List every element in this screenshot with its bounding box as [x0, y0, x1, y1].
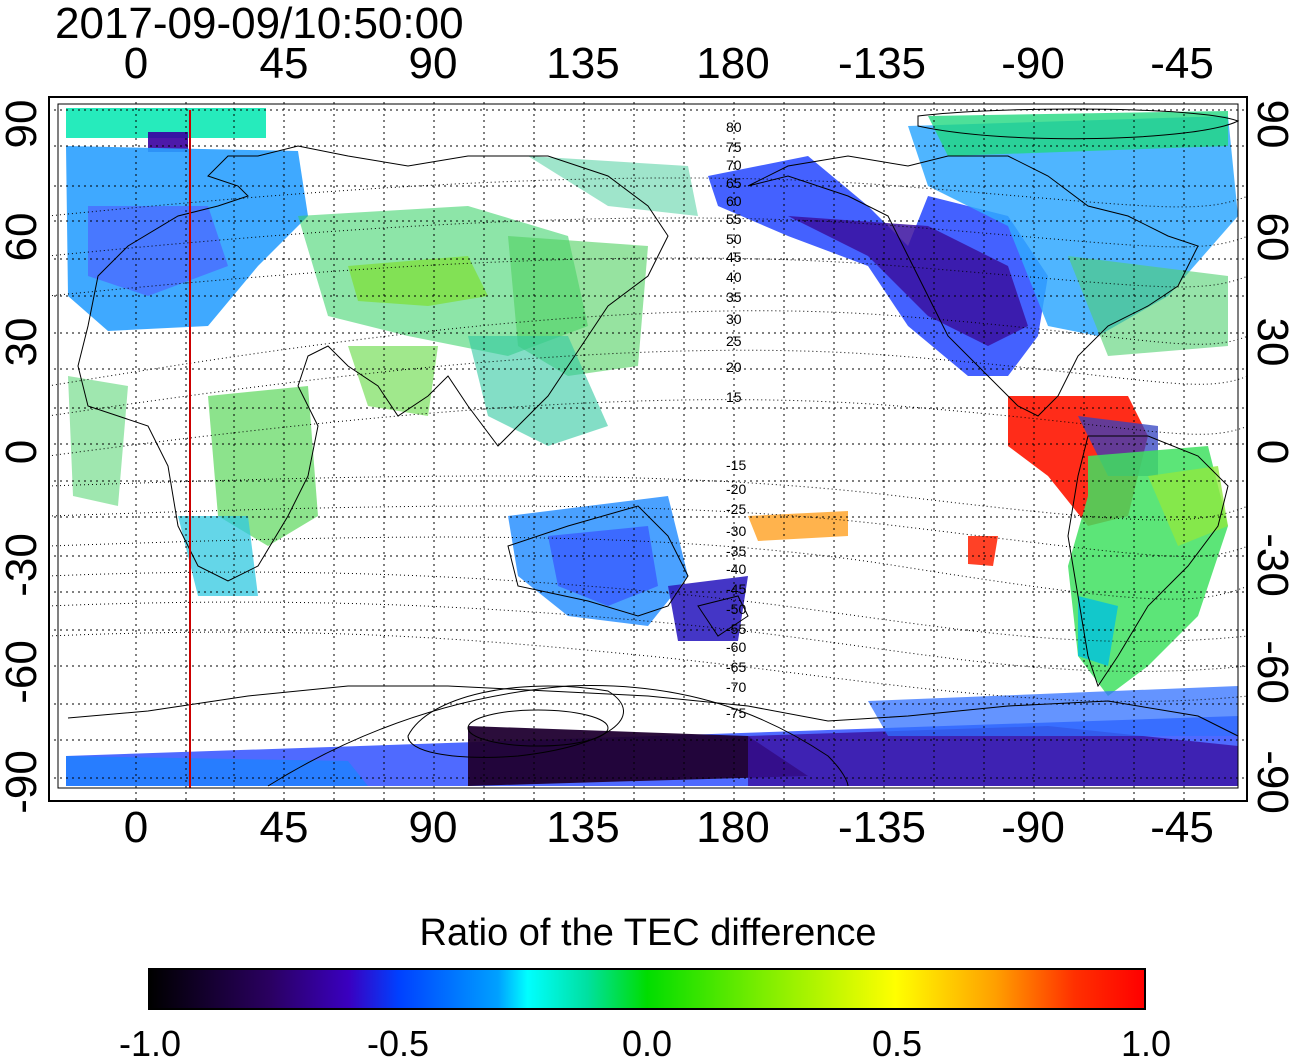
grid-lines [48, 96, 1248, 802]
magnetic-contours [48, 177, 1248, 702]
contour-label: -75 [726, 705, 746, 721]
right-lat-tick: -90 [1248, 750, 1296, 814]
contour-label: 70 [726, 157, 742, 173]
top-lon-tick: -45 [1150, 39, 1214, 88]
contour-label: 65 [726, 175, 742, 191]
contour-labels: 80 75 70 65 60 55 50 45 40 35 30 25 20 1… [726, 119, 746, 721]
right-lat-tick: -30 [1248, 533, 1296, 597]
right-lat-tick: 30 [1248, 317, 1296, 367]
top-lon-tick: -135 [837, 39, 927, 88]
map-frame [48, 96, 1248, 802]
bottom-lon-tick: -90 [1001, 803, 1065, 852]
contour-label: 20 [726, 359, 742, 375]
timestamp-title: 2017-09-09/10:50:00 [55, 0, 464, 48]
left-lat-tick: 90 [0, 99, 46, 149]
left-lat-tick: -90 [0, 750, 46, 814]
colorbar-tick: 0.5 [871, 1023, 923, 1064]
tec-world-map: 80 75 70 65 60 55 50 45 40 35 30 25 20 1… [48, 96, 1248, 802]
contour-label: 80 [726, 119, 742, 135]
top-lon-tick: 180 [696, 39, 770, 88]
contour-label: 35 [726, 289, 742, 305]
top-lon-tick: 135 [546, 39, 620, 88]
contour-label: -25 [726, 501, 746, 517]
contour-label: -60 [726, 639, 746, 655]
right-lat-tick: 90 [1248, 99, 1296, 149]
tec-ratio-patches [66, 108, 1238, 786]
contour-label: 45 [726, 249, 742, 265]
map-inner-frame [57, 103, 1239, 789]
contour-label: 30 [726, 311, 742, 327]
bottom-lon-tick: 45 [259, 803, 309, 852]
contour-label: -40 [726, 561, 746, 577]
contour-label: -20 [726, 481, 746, 497]
right-lat-tick: 60 [1248, 212, 1296, 262]
contour-label: 60 [726, 193, 742, 209]
colorbar-tick: -1.0 [118, 1023, 182, 1064]
contour-label: -35 [726, 543, 746, 559]
contour-label: 50 [726, 231, 742, 247]
contour-label: 75 [726, 139, 742, 155]
left-lat-tick: 0 [0, 439, 46, 465]
contour-label: -30 [726, 523, 746, 539]
left-lat-tick: -60 [0, 640, 46, 704]
contour-label: -70 [726, 679, 746, 695]
contour-label: -50 [726, 601, 746, 617]
contour-label: -45 [726, 581, 746, 597]
top-lon-tick: 90 [408, 39, 458, 88]
contour-label: -15 [726, 457, 746, 473]
contour-label: -65 [726, 659, 746, 675]
left-lat-tick: 30 [0, 317, 46, 367]
colorbar-tick: 1.0 [1120, 1023, 1172, 1064]
right-lat-tick: -60 [1248, 640, 1296, 704]
bottom-lon-tick: 135 [546, 803, 620, 852]
bottom-lon-tick: 0 [123, 803, 149, 852]
bottom-lon-tick: -45 [1150, 803, 1214, 852]
bottom-lon-tick: 90 [408, 803, 458, 852]
colorbar-tick: 0.0 [621, 1023, 673, 1064]
left-lat-tick: 60 [0, 212, 46, 262]
colorbar [148, 968, 1146, 1010]
top-lon-tick: -90 [1001, 39, 1065, 88]
right-lat-tick: 0 [1248, 439, 1296, 465]
contour-label: -55 [726, 621, 746, 637]
bottom-lon-tick: 180 [696, 803, 770, 852]
bottom-lon-tick: -135 [837, 803, 927, 852]
left-lat-tick: -30 [0, 533, 46, 597]
contour-label: 25 [726, 333, 742, 349]
contour-label: 55 [726, 211, 742, 227]
contour-label: 40 [726, 269, 742, 285]
colorbar-title: Ratio of the TEC difference [419, 912, 877, 954]
top-lon-tick: 0 [123, 39, 149, 88]
top-lon-tick: 45 [259, 39, 309, 88]
colorbar-tick: -0.5 [366, 1023, 430, 1064]
contour-label: 15 [726, 389, 742, 405]
